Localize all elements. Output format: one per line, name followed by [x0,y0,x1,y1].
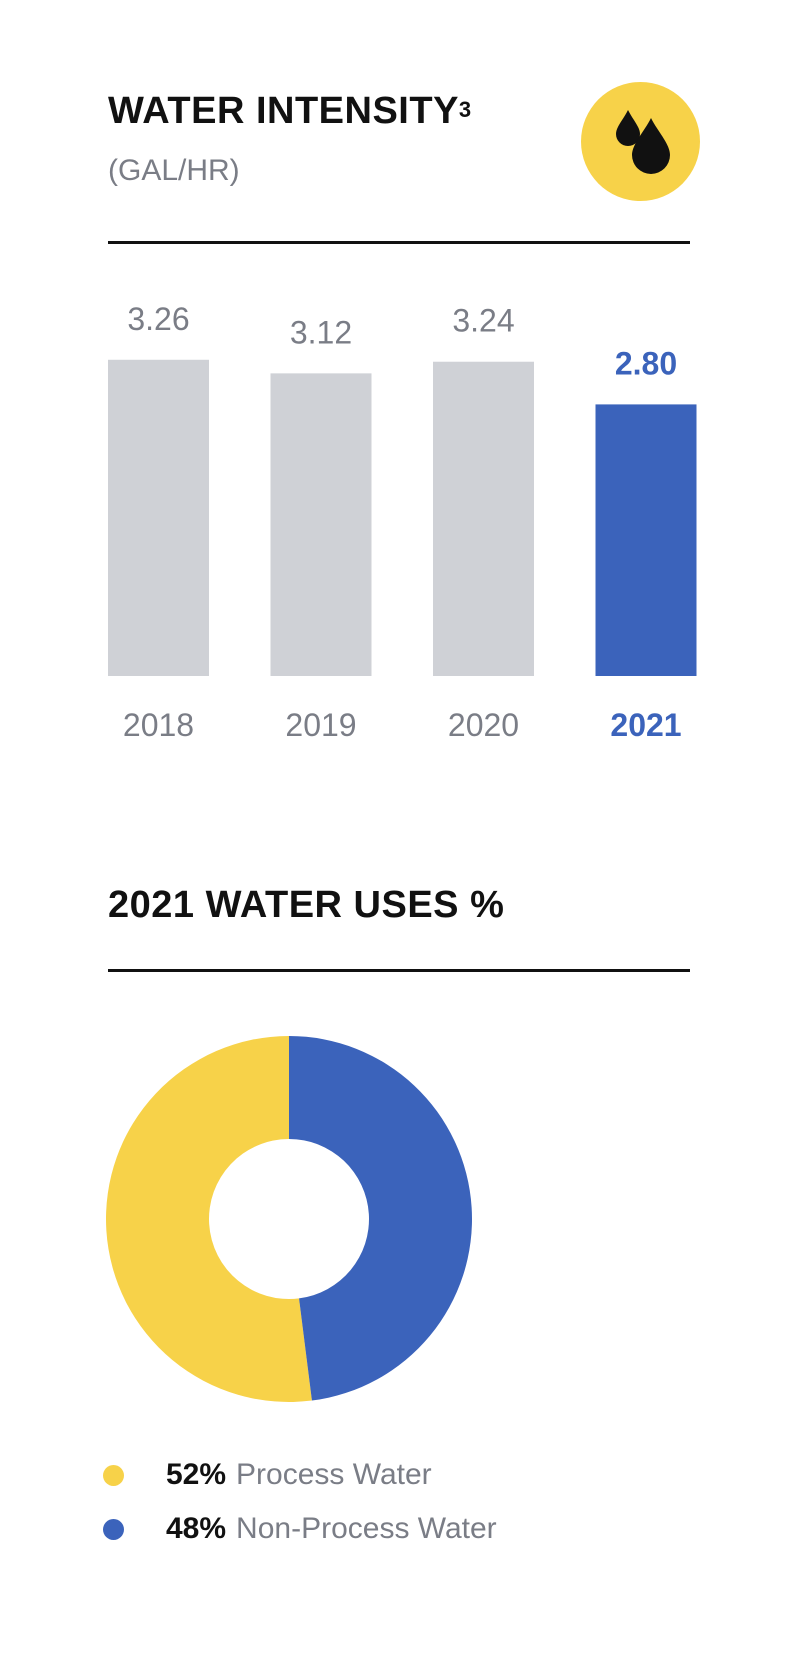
water-drops-icon [581,82,700,201]
category-label: 2020 [448,707,519,743]
bar-2019 [270,373,372,676]
footnote-marker: 3 [458,97,472,122]
legend-swatch [103,1518,124,1540]
legend-percent: 48% [166,1512,227,1545]
bar-value-label: 3.12 [290,314,352,350]
section-divider [108,241,690,244]
section-divider [108,969,690,972]
water-intensity-bar-chart: 3.26 2018 3.12 2019 3.24 2020 2.80 2021 [108,301,697,743]
legend-swatch [103,1464,124,1486]
donut-slice-process-water [105,1036,312,1402]
water-uses-legend: 52% Process Water 48% Non-Process Water [103,1448,497,1556]
category-label: 2019 [285,707,356,743]
bar-2021 [595,404,697,676]
bar-value-label: 3.24 [452,303,514,339]
bar-2020 [433,361,534,676]
legend-label: Process Water [236,1458,432,1491]
legend-item-non-process-water: 48% Non-Process Water [103,1502,497,1556]
water-intensity-title: WATER INTENSITY3 [108,90,472,132]
bar-value-label: 2.80 [615,345,677,381]
water-uses-title: 2021 WATER USES % [108,884,505,926]
units-label: (GAL/HR) [108,154,240,187]
category-label: 2018 [123,707,194,743]
legend-label: Non-Process Water [236,1512,497,1545]
water-uses-donut-chart [105,1036,472,1402]
category-label: 2021 [610,707,681,743]
legend-percent: 52% [166,1458,227,1491]
donut-slice-non-process-water [289,1036,472,1401]
bar-2018 [108,359,209,676]
legend-item-process-water: 52% Process Water [103,1448,497,1502]
bar-value-label: 3.26 [127,301,189,337]
